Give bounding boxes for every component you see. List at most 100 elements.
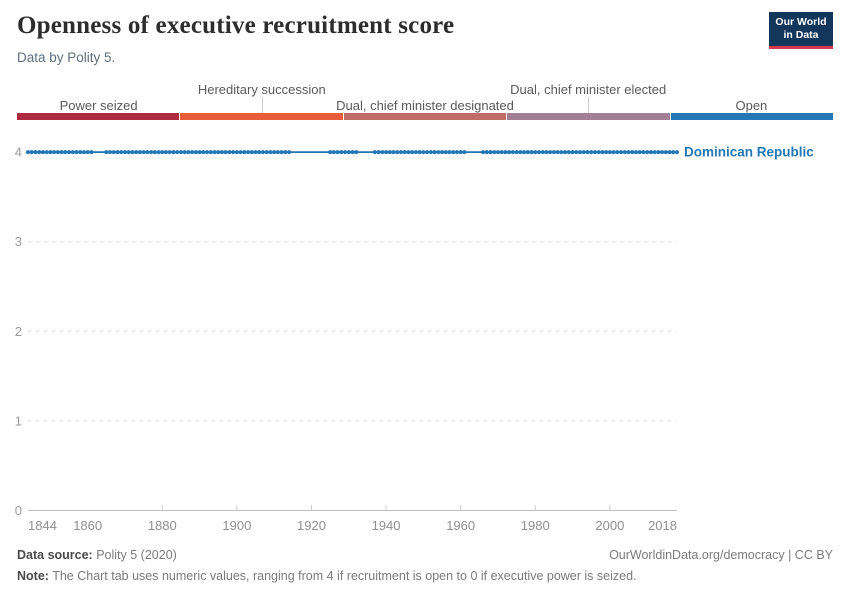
data-point: [481, 150, 486, 155]
data-point: [175, 150, 180, 155]
scale-label-dual-chief-minister-elected: Dual, chief minister elected: [510, 82, 667, 97]
y-tick-label-4: 4: [15, 145, 22, 160]
data-point: [443, 150, 448, 155]
scale-label-leader-line: [261, 97, 263, 113]
scale-segment-open: [670, 113, 834, 120]
data-point: [592, 150, 597, 155]
y-tick-label-3: 3: [15, 234, 22, 249]
data-point: [406, 150, 411, 155]
data-point: [238, 150, 243, 155]
data-point: [585, 150, 590, 155]
data-point: [451, 150, 456, 155]
x-tick-label-2000: 2000: [595, 518, 624, 533]
data-point: [216, 150, 221, 155]
data-point: [331, 150, 336, 155]
scale-label-dual-chief-minister-designated: Dual, chief minister designated: [336, 98, 514, 113]
data-point: [615, 150, 620, 155]
data-point: [574, 150, 579, 155]
x-tick-label-2018: 2018: [648, 518, 677, 533]
data-point: [633, 150, 638, 155]
data-point: [529, 150, 534, 155]
data-point: [387, 150, 392, 155]
data-point: [335, 150, 340, 155]
x-tick-label-1880: 1880: [148, 518, 177, 533]
data-point: [667, 150, 672, 155]
owid-logo[interactable]: Our World in Data: [769, 12, 833, 49]
x-tick-label-1980: 1980: [521, 518, 550, 533]
data-point: [137, 150, 142, 155]
data-point: [413, 150, 418, 155]
data-point: [626, 150, 631, 155]
credit-link[interactable]: OurWorldinData.org/democracy | CC BY: [609, 548, 833, 562]
data-point: [458, 150, 463, 155]
data-point: [227, 150, 232, 155]
data-point: [190, 150, 195, 155]
data-point: [234, 150, 239, 155]
scale-label-leader-line: [588, 97, 590, 113]
data-point: [540, 150, 545, 155]
data-point: [559, 150, 564, 155]
data-point: [544, 150, 549, 155]
data-point: [578, 150, 583, 155]
data-point: [376, 150, 381, 155]
data-point: [268, 150, 273, 155]
data-point: [398, 150, 403, 155]
data-point: [656, 150, 661, 155]
data-point: [257, 150, 262, 155]
data-point: [242, 150, 247, 155]
data-point: [343, 150, 348, 155]
data-point: [533, 150, 538, 155]
data-point: [391, 150, 396, 155]
owid-logo-line1: Our World: [775, 16, 827, 28]
x-tick-label-1960: 1960: [446, 518, 475, 533]
x-tick-label-1860: 1860: [73, 518, 102, 533]
data-point: [402, 150, 407, 155]
line-chart[interactable]: 0 1 2 3 4 1844 1860 1880 1900 1920 1940 1960 1980 200…: [0, 130, 850, 545]
data-point: [63, 150, 68, 155]
data-point: [160, 150, 165, 155]
data-point: [156, 150, 161, 155]
data-point: [44, 150, 49, 155]
data-point: [484, 150, 489, 155]
data-source-label: Data source:: [17, 548, 93, 562]
entity-label[interactable]: Dominican Republic: [684, 145, 814, 160]
data-point: [122, 150, 127, 155]
data-point: [26, 150, 30, 155]
data-point: [145, 150, 150, 155]
data-point: [149, 150, 154, 155]
data-point: [275, 150, 280, 155]
data-point: [462, 150, 467, 155]
data-point: [566, 150, 571, 155]
data-point: [652, 150, 657, 155]
data-point: [115, 150, 120, 155]
data-point: [499, 150, 504, 155]
data-point: [622, 150, 627, 155]
data-point: [48, 150, 53, 155]
data-point: [59, 150, 64, 155]
data-point: [522, 150, 527, 155]
x-tick-label-1920: 1920: [297, 518, 326, 533]
data-point: [589, 150, 594, 155]
data-point: [555, 150, 560, 155]
data-point: [246, 150, 251, 155]
data-point: [33, 150, 38, 155]
y-tick-label-1: 1: [15, 413, 22, 428]
data-point: [231, 150, 236, 155]
data-point: [395, 150, 400, 155]
note-label: Note:: [17, 569, 49, 583]
data-point: [111, 150, 116, 155]
data-point: [260, 150, 265, 155]
data-point: [518, 150, 523, 155]
chart-footer: Data source: Polity 5 (2020) OurWorldinD…: [17, 548, 833, 583]
data-point: [675, 150, 679, 155]
data-point: [212, 150, 217, 155]
data-point: [208, 150, 213, 155]
data-point: [167, 150, 172, 155]
data-point: [141, 150, 146, 155]
data-point: [37, 150, 42, 155]
x-tick-label-1900: 1900: [222, 518, 251, 533]
chart-subtitle: Data by Polity 5.: [17, 50, 116, 65]
data-point: [510, 150, 515, 155]
data-point: [197, 150, 202, 155]
